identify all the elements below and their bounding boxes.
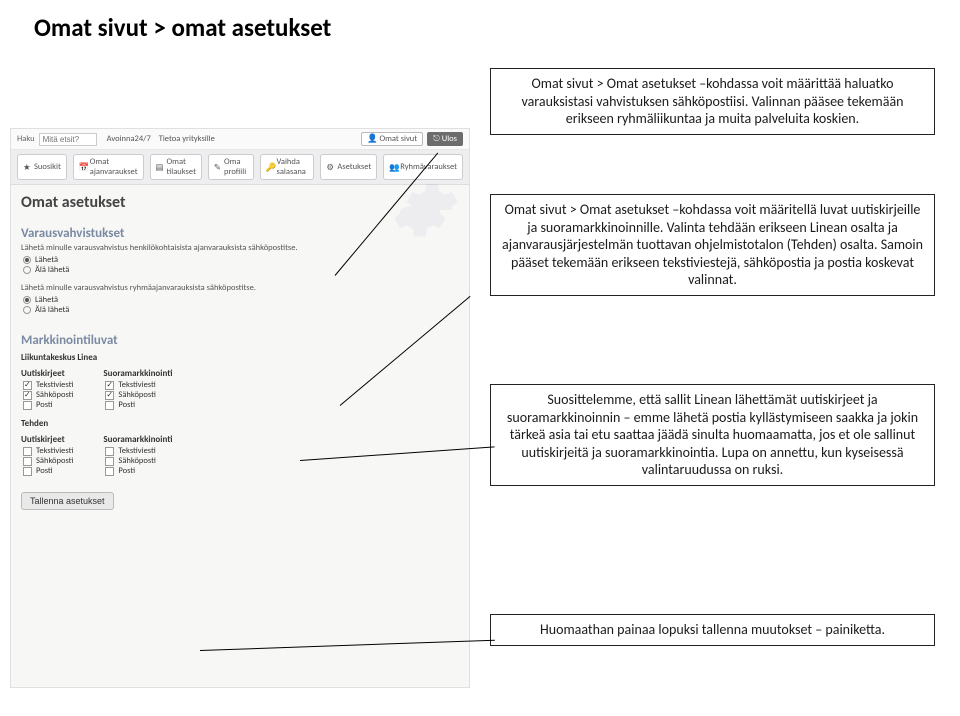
radio-label: Lähetä: [35, 295, 58, 305]
tab-ajanvaraukset[interactable]: 📅Omat ajanvaraukset: [73, 154, 144, 180]
chk-t-s-email[interactable]: Sähköposti: [103, 456, 172, 466]
omat-sivut-button[interactable]: 👤 Omat sivut: [361, 132, 423, 146]
col-head: Uutiskirjeet: [21, 368, 73, 379]
radio-label: Älä lähetä: [35, 305, 69, 315]
tab-label: Omat ajanvaraukset: [90, 157, 138, 177]
search-label: Haku: [17, 134, 35, 144]
tehden-title: Tehden: [21, 418, 459, 429]
tab-salasana[interactable]: 🔑Vaihda salasana: [260, 154, 315, 180]
chk-label: Tekstiviesti: [36, 446, 73, 456]
orders-icon: ▤: [156, 163, 164, 171]
pencil-icon: ✎: [214, 163, 221, 171]
markk-block: Markkinointiluvat Liikuntakeskus Linea U…: [11, 321, 469, 482]
tab-label: Asetukset: [337, 162, 371, 172]
gear-bg-icon: [391, 175, 461, 245]
varaus-desc2: Lähetä minulle varausvahvistus ryhmäajan…: [21, 283, 459, 293]
chk-label: Tekstiviesti: [118, 446, 155, 456]
tab-suosikit[interactable]: ★Suosikit: [17, 154, 67, 180]
omat-sivut-label: Omat sivut: [380, 134, 418, 144]
star-icon: ★: [23, 163, 31, 171]
radio-send2[interactable]: Lähetä: [21, 295, 459, 305]
col-head: Suoramarkkinointi: [103, 368, 172, 379]
tehden-suoram: Suoramarkkinointi Tekstiviesti Sähköpost…: [103, 430, 172, 476]
chk-l-s-txt[interactable]: Tekstiviesti: [103, 380, 172, 390]
person-icon: 👤: [367, 134, 378, 144]
group-icon: 👥: [389, 163, 397, 171]
linea-cols: Uutiskirjeet Tekstiviesti Sähköposti Pos…: [21, 364, 459, 410]
chk-label: Posti: [118, 466, 135, 476]
search-row: Haku Avoinna24/7 Tietoa yrityksille: [17, 133, 215, 146]
linea-suoram: Suoramarkkinointi Tekstiviesti Sähköpost…: [103, 364, 172, 410]
tehden-uutis: Uutiskirjeet Tekstiviesti Sähköposti Pos…: [21, 430, 73, 476]
chk-t-s-posti[interactable]: Posti: [103, 466, 172, 476]
app-window: Haku Avoinna24/7 Tietoa yrityksille 👤 Om…: [10, 128, 470, 688]
save-button[interactable]: Tallenna asetukset: [21, 492, 114, 510]
chk-label: Sähköposti: [36, 456, 73, 466]
tab-label: Oma profiili: [224, 157, 248, 177]
chk-t-u-email[interactable]: Sähköposti: [21, 456, 73, 466]
tab-label: Suosikit: [34, 162, 61, 172]
radio-dont2[interactable]: Älä lähetä: [21, 305, 459, 315]
chk-t-u-posti[interactable]: Posti: [21, 466, 73, 476]
chk-label: Posti: [118, 400, 135, 410]
chk-label: Tekstiviesti: [36, 380, 73, 390]
radio-dont1[interactable]: Älä lähetä: [21, 265, 459, 275]
chk-l-u-email[interactable]: Sähköposti: [21, 390, 73, 400]
user-buttons: 👤 Omat sivut ⎋ Ulos: [361, 132, 463, 146]
chk-l-u-posti[interactable]: Posti: [21, 400, 73, 410]
ulos-label: Ulos: [442, 134, 457, 144]
info-box-3: Suosittelemme, että sallit Linean lähett…: [490, 384, 935, 486]
markk-title: Markkinointiluvat: [21, 333, 459, 348]
chk-l-s-email[interactable]: Sähköposti: [103, 390, 172, 400]
calendar-icon: 📅: [79, 163, 87, 171]
tab-label: Omat tilaukset: [167, 157, 196, 177]
chk-label: Sähköposti: [118, 456, 155, 466]
tab-asetukset[interactable]: ⚙Asetukset: [320, 154, 377, 180]
search-input[interactable]: [39, 133, 97, 146]
chk-l-u-txt[interactable]: Tekstiviesti: [21, 380, 73, 390]
chk-label: Sähköposti: [118, 390, 155, 400]
info-box-4: Huomaathan painaa lopuksi tallenna muuto…: [490, 614, 935, 646]
chk-label: Posti: [36, 466, 53, 476]
radio-send1[interactable]: Lähetä: [21, 255, 459, 265]
chk-label: Tekstiviesti: [118, 380, 155, 390]
tab-profiili[interactable]: ✎Oma profiili: [208, 154, 254, 180]
tab-tilaukset[interactable]: ▤Omat tilaukset: [150, 154, 202, 180]
link-tietoa[interactable]: Tietoa yrityksille: [159, 134, 215, 144]
chk-label: Sähköposti: [36, 390, 73, 400]
col-head: Suoramarkkinointi: [103, 434, 172, 445]
chk-l-s-posti[interactable]: Posti: [103, 400, 172, 410]
info-box-1: Omat sivut > Omat asetukset –kohdassa vo…: [490, 68, 935, 135]
tab-label: Vaihda salasana: [277, 157, 309, 177]
linea-uutis: Uutiskirjeet Tekstiviesti Sähköposti Pos…: [21, 364, 73, 410]
exit-icon: ⎋: [433, 134, 440, 144]
radio-label: Lähetä: [35, 255, 58, 265]
gear-icon: ⚙: [326, 163, 334, 171]
key-icon: 🔑: [266, 163, 274, 171]
chk-label: Posti: [36, 400, 53, 410]
col-head: Uutiskirjeet: [21, 434, 73, 445]
page-title: Omat sivut > omat asetukset: [34, 12, 331, 43]
chk-t-s-txt[interactable]: Tekstiviesti: [103, 446, 172, 456]
link-avoinna[interactable]: Avoinna24/7: [107, 134, 151, 144]
info-box-2: Omat sivut > Omat asetukset –kohdassa vo…: [490, 194, 935, 296]
chk-t-u-txt[interactable]: Tekstiviesti: [21, 446, 73, 456]
radio-label: Älä lähetä: [35, 265, 69, 275]
ulos-button[interactable]: ⎋ Ulos: [427, 132, 463, 146]
topbar: Haku Avoinna24/7 Tietoa yrityksille 👤 Om…: [11, 129, 469, 150]
